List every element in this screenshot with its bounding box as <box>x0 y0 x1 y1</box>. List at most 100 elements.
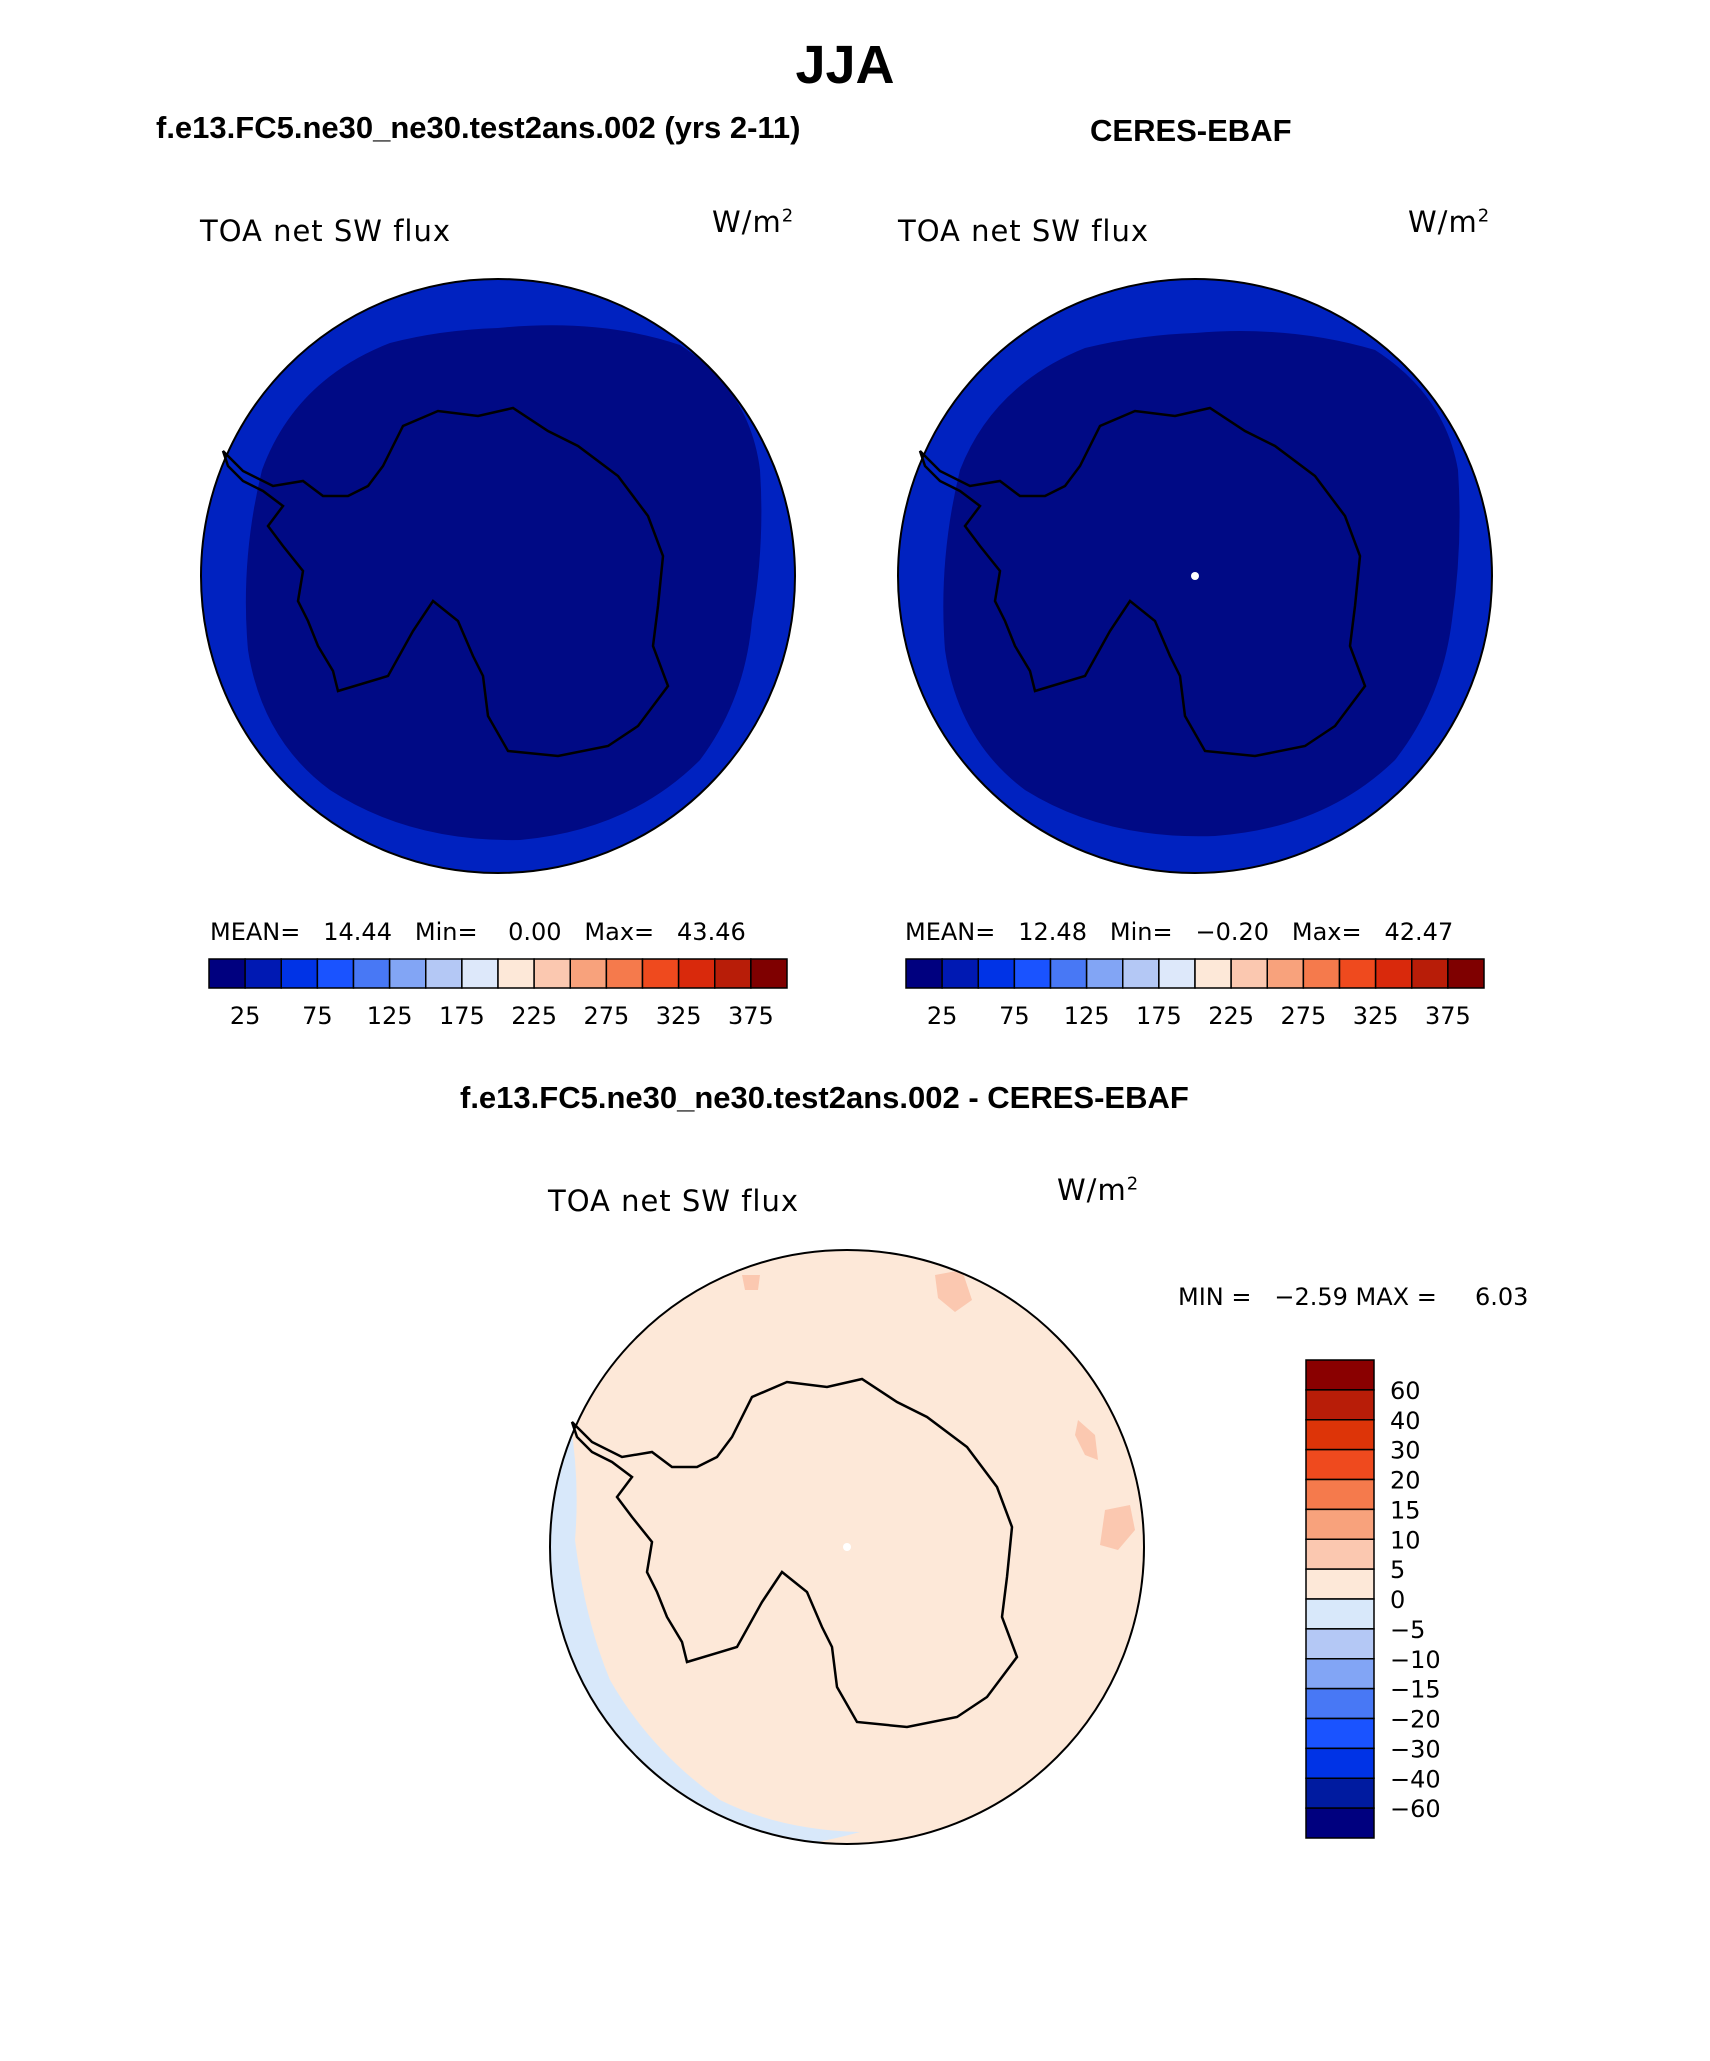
colorbar-tick-label: 25 <box>927 1002 958 1030</box>
colorbar-swatch <box>677 958 716 989</box>
units-exponent: 2 <box>1126 1173 1140 1195</box>
map2-interior-field <box>943 331 1460 837</box>
colorbar-swatch <box>1013 958 1052 989</box>
map-panel2 <box>897 278 1493 874</box>
map2-border <box>897 278 1493 874</box>
map3-positive-patch <box>1100 1505 1135 1550</box>
map-panel3-difference <box>549 1249 1145 1845</box>
units-exponent: 2 <box>781 205 795 227</box>
colorbar-tick-label: 175 <box>1136 1002 1182 1030</box>
colorbar-tick-label: 125 <box>1064 1002 1110 1030</box>
colorbar-swatch <box>941 958 979 989</box>
colorbar-panel1: 25 75 125 175 225 275 325 375 <box>208 958 788 1030</box>
colorbar-tick-label: 0 <box>1390 1586 1405 1614</box>
colorbar-swatch <box>1305 1448 1375 1481</box>
colorbar-swatch <box>1305 1538 1375 1570</box>
colorbar-swatch <box>388 958 427 989</box>
colorbar-swatch <box>605 958 644 989</box>
map-panel1 <box>200 278 796 874</box>
colorbar-swatch <box>280 958 319 989</box>
colorbar-tick-label: 5 <box>1390 1556 1405 1584</box>
colorbar-swatch <box>1194 958 1232 989</box>
colorbar-swatch <box>1049 958 1088 989</box>
colorbar-tick-label: 375 <box>1425 1002 1471 1030</box>
colorbar-tick-label: 125 <box>367 1002 413 1030</box>
colorbar-swatch <box>1305 1598 1375 1630</box>
mean-value: 14.44 <box>323 918 392 946</box>
colorbar-swatch <box>641 958 680 989</box>
colorbar-swatch <box>1305 1658 1375 1690</box>
max-label: Max= <box>584 918 655 946</box>
colorbar-tick-label: 25 <box>230 1002 261 1030</box>
colorbar-tick-label: 75 <box>302 1002 333 1030</box>
colorbar-swatch <box>1411 958 1449 989</box>
colorbar-tick-label: 15 <box>1390 1496 1421 1524</box>
colorbar-swatch <box>461 958 499 989</box>
colorbar-swatch <box>1305 1389 1375 1421</box>
colorbar-swatch <box>1305 1508 1375 1540</box>
colorbar-swatch <box>714 958 752 989</box>
map1-interior-field <box>245 325 762 841</box>
colorbar-swatch <box>750 958 788 989</box>
colorbar-swatch <box>1305 1717 1375 1750</box>
panel1-stats: MEAN= 14.44 Min= 0.00 Max= 43.46 <box>210 918 746 946</box>
colorbar-swatch <box>244 958 282 989</box>
colorbar-swatch <box>352 958 391 989</box>
colorbar-swatch <box>1122 958 1160 989</box>
colorbar-tick-label: −10 <box>1390 1646 1441 1674</box>
map3-positive-patch <box>935 1270 972 1312</box>
colorbar-swatch <box>497 958 535 989</box>
colorbar-swatch <box>1374 958 1413 989</box>
colorbar-tick-label: −20 <box>1390 1706 1441 1734</box>
panel1-title: f.e13.FC5.ne30_ne30.test2ans.002 (yrs 2-… <box>156 110 801 145</box>
colorbar-tick-label: 275 <box>583 1002 629 1030</box>
min-value: −0.20 <box>1195 918 1269 946</box>
units-text: W/m <box>1408 205 1478 239</box>
colorbar-swatch <box>1305 1747 1375 1779</box>
difference-title: f.e13.FC5.ne30_ne30.test2ans.002 - CERES… <box>460 1080 1189 1115</box>
colorbar-swatch <box>533 958 571 989</box>
colorbar-tick-label: 10 <box>1390 1526 1421 1554</box>
panel3-units-label: W/m2 <box>1057 1173 1139 1207</box>
colorbar-swatch <box>208 958 246 989</box>
colorbar-swatch <box>1266 958 1305 989</box>
panel2-units-label: W/m2 <box>1408 205 1490 239</box>
colorbar-tick-label: −15 <box>1390 1676 1441 1704</box>
figure-title: JJA <box>795 35 895 95</box>
max-value: 43.46 <box>677 918 746 946</box>
colorbar-swatch <box>1305 1359 1375 1391</box>
colorbar-swatch <box>1302 958 1341 989</box>
colorbar-swatch <box>1230 958 1268 989</box>
colorbar-swatch <box>316 958 355 989</box>
units-text: W/m <box>1057 1173 1127 1207</box>
colorbar-tick-label: −5 <box>1390 1616 1425 1644</box>
colorbar-swatch <box>1305 1478 1375 1511</box>
panel2-variable-label: TOA net SW flux <box>898 214 1150 248</box>
colorbar-swatch <box>905 958 943 989</box>
colorbar-tick-label: 40 <box>1390 1407 1421 1435</box>
colorbar-tick-label: −30 <box>1390 1735 1441 1763</box>
map1-border <box>200 278 796 874</box>
colorbar-tick-label: 225 <box>511 1002 557 1030</box>
colorbar-panel2: 25 75 125 175 225 275 325 375 <box>905 958 1485 1030</box>
colorbar-tick-label: −40 <box>1390 1765 1441 1793</box>
colorbar-tick-label: 30 <box>1390 1437 1421 1465</box>
min-value: 0.00 <box>508 918 562 946</box>
colorbar-tick-label: 175 <box>439 1002 485 1030</box>
units-exponent: 2 <box>1477 205 1491 227</box>
colorbar-swatch <box>1305 1628 1375 1660</box>
colorbar-swatch <box>569 958 608 989</box>
colorbar-swatch <box>977 958 1016 989</box>
map3-border <box>549 1249 1145 1845</box>
difference-stats: MIN = −2.59 MAX = 6.03 <box>1178 1283 1529 1311</box>
mean-label: MEAN= <box>905 918 996 946</box>
colorbar-swatch <box>1158 958 1196 989</box>
colorbar-swatch <box>1305 1777 1375 1809</box>
colorbar-swatch <box>1085 958 1124 989</box>
colorbar-tick-label: 325 <box>1353 1002 1399 1030</box>
colorbar-swatch <box>1447 958 1485 989</box>
panel2-stats: MEAN= 12.48 Min= −0.20 Max= 42.47 <box>905 918 1453 946</box>
map3-pole-marker <box>843 1543 851 1551</box>
mean-value: 12.48 <box>1018 918 1087 946</box>
